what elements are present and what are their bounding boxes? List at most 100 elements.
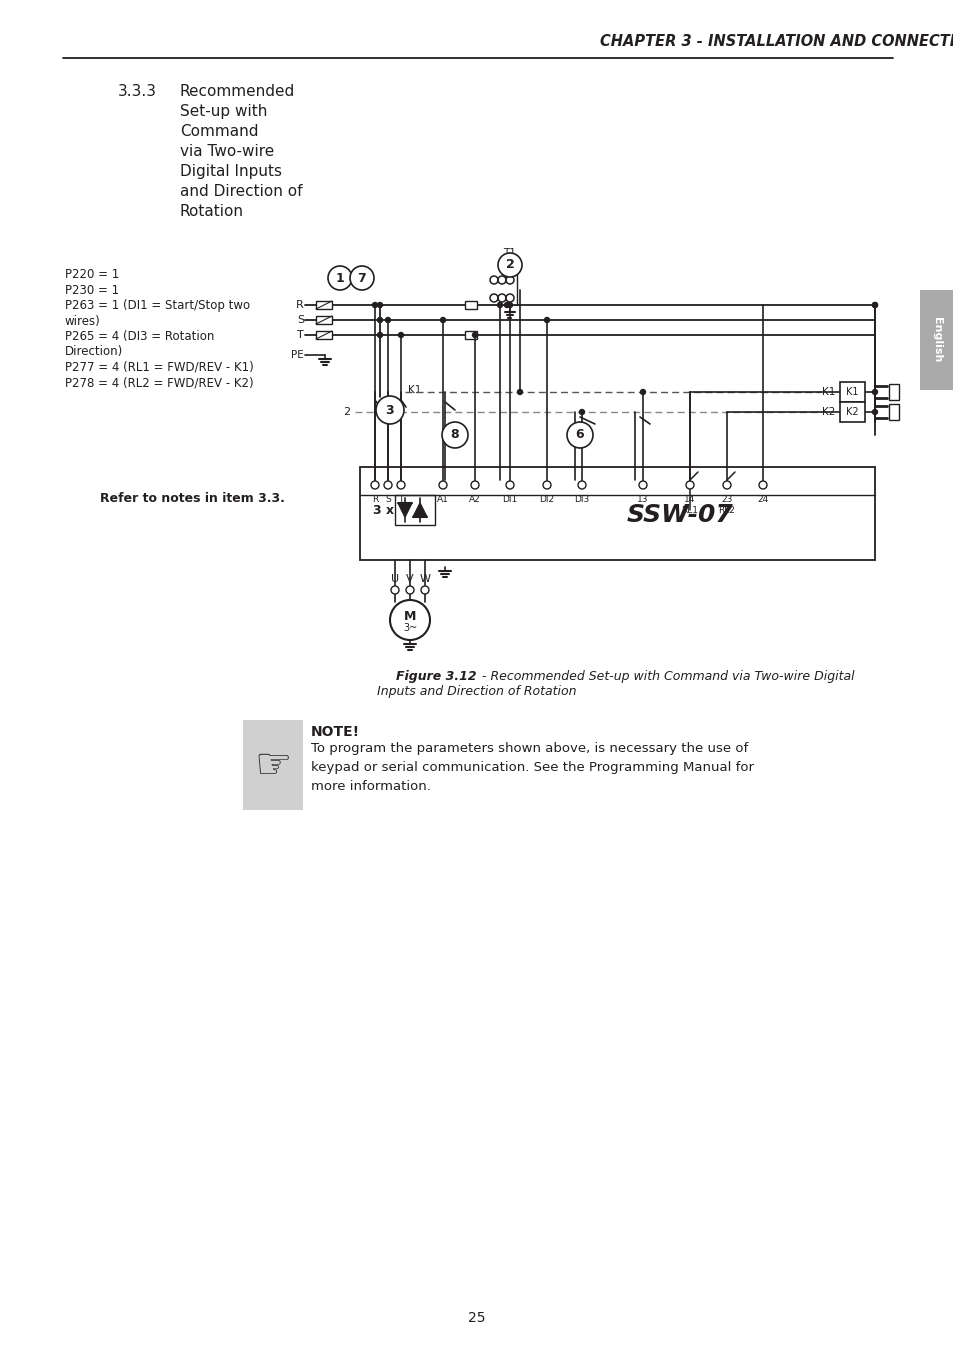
Circle shape: [722, 481, 730, 489]
Bar: [464, 331, 476, 339]
Text: DI3: DI3: [574, 495, 589, 504]
Circle shape: [471, 481, 478, 489]
Text: Digital Inputs: Digital Inputs: [180, 163, 282, 180]
Polygon shape: [413, 504, 427, 517]
Text: 3: 3: [385, 404, 394, 417]
Circle shape: [542, 481, 551, 489]
Circle shape: [406, 586, 414, 594]
Bar: [395, 495, 435, 525]
Text: Figure 3.12: Figure 3.12: [395, 670, 476, 683]
Text: P263 = 1 (DI1 = Start/Stop two: P263 = 1 (DI1 = Start/Stop two: [65, 298, 250, 312]
Text: T: T: [297, 329, 304, 340]
Text: 3.3.3: 3.3.3: [118, 84, 157, 99]
Text: S: S: [296, 315, 304, 325]
Circle shape: [372, 302, 377, 308]
Circle shape: [375, 396, 403, 424]
Text: Refer to notes in item 3.3.: Refer to notes in item 3.3.: [100, 491, 285, 505]
Circle shape: [377, 317, 382, 323]
Bar: [464, 301, 476, 309]
Circle shape: [390, 599, 430, 640]
Text: 3~: 3~: [402, 622, 416, 633]
Circle shape: [391, 586, 398, 594]
Text: U: U: [391, 574, 398, 585]
Text: K2: K2: [821, 406, 835, 417]
Circle shape: [440, 317, 445, 323]
Circle shape: [544, 317, 549, 323]
Circle shape: [507, 302, 512, 308]
Circle shape: [872, 390, 877, 394]
Text: and Direction of: and Direction of: [180, 184, 302, 198]
Bar: [888, 383, 898, 400]
Text: T: T: [398, 495, 403, 504]
Text: K2: K2: [844, 406, 858, 417]
Text: A2: A2: [469, 495, 480, 504]
Bar: [315, 316, 332, 324]
Text: K1: K1: [845, 387, 858, 397]
Text: P277 = 4 (RL1 = FWD/REV - K1): P277 = 4 (RL1 = FWD/REV - K1): [65, 360, 253, 374]
Text: NOTE!: NOTE!: [311, 725, 359, 738]
Text: 25: 25: [468, 1311, 485, 1324]
Text: P230 = 1: P230 = 1: [65, 284, 119, 297]
Circle shape: [371, 481, 378, 489]
Text: Command: Command: [180, 124, 258, 139]
Circle shape: [396, 481, 405, 489]
Circle shape: [578, 481, 585, 489]
Text: W: W: [419, 574, 430, 585]
Text: K1: K1: [821, 387, 835, 397]
Circle shape: [441, 423, 468, 448]
Circle shape: [517, 390, 522, 394]
Circle shape: [685, 481, 693, 489]
Bar: [840, 382, 864, 402]
Text: DI2: DI2: [538, 495, 554, 504]
Text: S: S: [385, 495, 391, 504]
Text: Inputs and Direction of Rotation: Inputs and Direction of Rotation: [376, 684, 577, 698]
Text: 6: 6: [575, 428, 583, 441]
Text: via Two-wire: via Two-wire: [180, 144, 274, 159]
Text: P278 = 4 (RL2 = FWD/REV - K2): P278 = 4 (RL2 = FWD/REV - K2): [65, 377, 253, 390]
Bar: [888, 404, 898, 420]
Text: SSW-07: SSW-07: [626, 504, 733, 526]
Circle shape: [504, 302, 509, 308]
Text: A1: A1: [436, 495, 449, 504]
Text: DI1: DI1: [502, 495, 517, 504]
Bar: [243, 720, 303, 810]
Circle shape: [566, 423, 593, 448]
Text: CHAPTER 3 - INSTALLATION AND CONNECTION: CHAPTER 3 - INSTALLATION AND CONNECTION: [599, 35, 953, 50]
Text: 14: 14: [683, 495, 695, 504]
Text: V: V: [406, 574, 414, 585]
Text: To program the parameters shown above, is necessary the use of
keypad or serial : To program the parameters shown above, i…: [311, 743, 753, 792]
Text: 13: 13: [637, 495, 648, 504]
Text: RL1: RL1: [680, 506, 698, 514]
Text: R: R: [372, 495, 377, 504]
Circle shape: [497, 252, 521, 277]
Bar: [919, 290, 953, 390]
Bar: [315, 301, 332, 309]
Text: 1: 1: [335, 271, 344, 285]
Text: 24: 24: [757, 495, 768, 504]
Circle shape: [578, 409, 584, 414]
Text: - Recommended Set-up with Command via Two-wire Digital: - Recommended Set-up with Command via Tw…: [477, 670, 854, 683]
Text: T1: T1: [503, 248, 516, 258]
Circle shape: [639, 481, 646, 489]
Circle shape: [350, 266, 374, 290]
Circle shape: [472, 332, 477, 338]
Text: PE: PE: [291, 350, 304, 360]
Text: RL2: RL2: [718, 506, 735, 514]
Circle shape: [438, 481, 447, 489]
Circle shape: [872, 302, 877, 308]
Text: English: English: [931, 317, 941, 363]
Text: 8: 8: [450, 428, 458, 441]
Circle shape: [872, 302, 877, 308]
Circle shape: [639, 390, 645, 394]
Text: R: R: [296, 300, 304, 310]
Text: Set-up with: Set-up with: [180, 104, 267, 119]
Circle shape: [420, 586, 429, 594]
Text: K1: K1: [408, 385, 421, 396]
Text: Rotation: Rotation: [180, 204, 244, 219]
Circle shape: [497, 302, 502, 308]
Circle shape: [328, 266, 352, 290]
Circle shape: [398, 332, 403, 338]
Text: 2: 2: [505, 258, 514, 271]
Text: 3 x: 3 x: [373, 504, 394, 517]
Text: wires): wires): [65, 315, 101, 328]
